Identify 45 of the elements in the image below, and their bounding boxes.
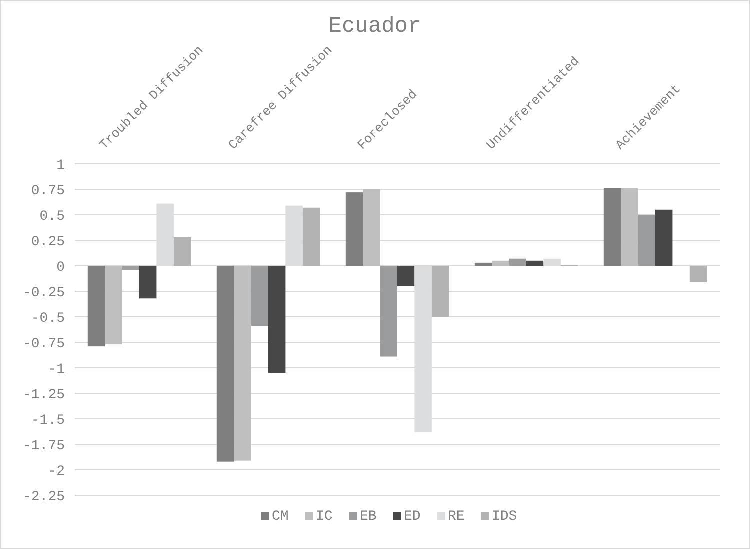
bar [268,266,286,374]
y-tick-label: -2 [48,464,65,480]
y-tick-label: -1.5 [31,413,65,429]
y-tick-label: -1.75 [22,438,65,454]
bar [398,266,415,286]
bar [474,262,492,266]
bar [302,208,320,266]
bar [346,192,364,266]
y-tick-label: 0.25 [31,234,65,250]
bar [234,266,252,461]
bar [174,237,192,266]
bar [509,258,526,266]
bar [432,266,450,317]
bar [122,266,140,270]
bar [251,266,268,326]
y-tick-label: -0.25 [22,286,65,302]
y-tick-label: 0 [56,260,65,276]
bar [492,260,510,266]
bar [621,188,638,266]
bar [140,266,157,299]
legend-label: IC [316,509,333,525]
bar [690,266,708,282]
bar [88,266,106,347]
bar [604,188,622,266]
y-tick-label: -1.25 [22,388,65,404]
legend-label: CM [272,509,289,525]
bar [380,266,398,357]
legend-label: RE [448,509,465,525]
y-tick-label: -0.5 [31,311,65,327]
y-tick-label: -1 [48,362,65,378]
bar [105,266,122,345]
bar [363,190,380,266]
y-tick-label: 0.75 [31,184,65,200]
bar [638,215,656,266]
bar [526,260,544,266]
legend-label: IDS [492,509,518,525]
y-tick-label: -2.25 [22,490,65,506]
chart-title: Ecuador [328,14,422,39]
y-tick-label: -0.75 [22,336,65,352]
bar [656,210,673,266]
y-tick-label: 1 [56,158,65,174]
y-tick-label: 0.5 [40,209,65,225]
legend-label: EB [360,509,377,525]
bar [216,266,234,462]
legend-label: ED [404,509,421,525]
